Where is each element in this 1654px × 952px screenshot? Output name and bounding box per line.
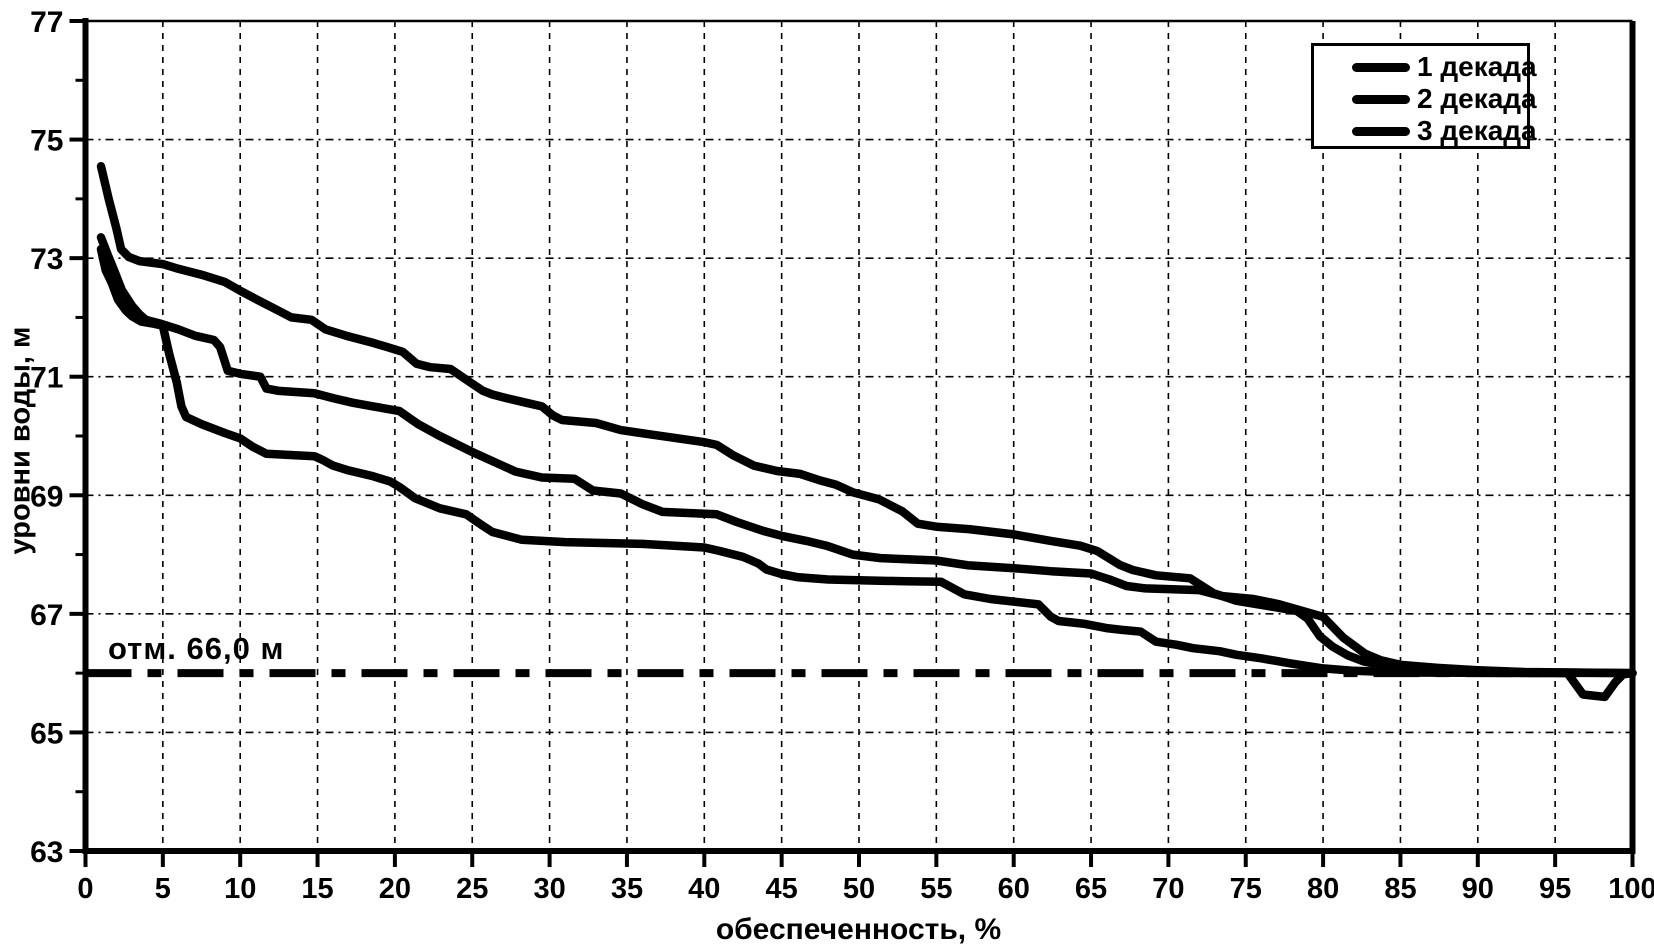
- legend-swatch-line-icon: [1352, 62, 1410, 72]
- curve-1: [96, 162, 1637, 678]
- svg-text:65: 65: [1075, 873, 1107, 905]
- svg-text:45: 45: [766, 873, 798, 905]
- legend-swatch-line-icon: [1352, 126, 1410, 136]
- svg-text:80: 80: [1307, 873, 1339, 905]
- svg-text:63: 63: [30, 836, 63, 869]
- legend-item-1: 1 декада: [1352, 51, 1537, 83]
- legend-label: 1 декада: [1417, 51, 1537, 82]
- legend-rows: 1 декада 2 декада 3 декада: [1352, 51, 1537, 147]
- svg-text:0: 0: [77, 873, 93, 905]
- svg-text:75: 75: [30, 125, 63, 158]
- svg-text:70: 70: [1152, 873, 1184, 905]
- svg-text:85: 85: [1384, 873, 1416, 905]
- svg-text:35: 35: [611, 873, 643, 905]
- svg-text:30: 30: [533, 873, 565, 905]
- plot-frame: [82, 18, 1636, 854]
- svg-text:75: 75: [1230, 873, 1262, 905]
- svg-text:71: 71: [30, 362, 63, 395]
- y-tick-labels: 63 65 67 69 71 73 75 77: [30, 6, 63, 869]
- legend-item-2: 2 декада: [1352, 83, 1537, 115]
- svg-text:77: 77: [30, 6, 63, 39]
- svg-text:100: 100: [1608, 873, 1654, 905]
- svg-text:73: 73: [30, 243, 63, 276]
- svg-text:40: 40: [688, 873, 720, 905]
- svg-text:90: 90: [1462, 873, 1494, 905]
- svg-text:69: 69: [30, 480, 63, 513]
- legend-item-3: 3 декада: [1352, 115, 1537, 147]
- svg-text:50: 50: [843, 873, 875, 905]
- svg-text:10: 10: [224, 873, 256, 905]
- reference-line-label: отм. 66,0 м: [108, 631, 285, 666]
- x-tick-labels: 0 5 10 15 20 25 30 35 40 45 50 55 60 65 70 75 80 85 90 95 10…: [77, 873, 1654, 905]
- axis-ticks: [69, 19, 1635, 867]
- legend-swatch-line-icon: [1352, 94, 1410, 104]
- legend-label: 2 декада: [1417, 83, 1537, 114]
- svg-text:5: 5: [155, 873, 171, 905]
- x-axis-title: обеспеченность, %: [715, 913, 1002, 946]
- svg-text:60: 60: [998, 873, 1030, 905]
- curve-3: [96, 244, 1637, 702]
- svg-text:65: 65: [30, 717, 63, 750]
- legend: 1 декада 2 декада 3 декада: [1311, 43, 1537, 149]
- svg-text:25: 25: [456, 873, 488, 905]
- legend-label: 3 декада: [1417, 115, 1537, 146]
- svg-text:55: 55: [920, 873, 952, 905]
- svg-text:67: 67: [30, 599, 63, 632]
- svg-text:95: 95: [1539, 873, 1571, 905]
- y-axis-title: уровни воды, м: [4, 326, 37, 555]
- curve-2: [96, 233, 1637, 678]
- svg-text:15: 15: [301, 873, 333, 905]
- svg-text:20: 20: [379, 873, 411, 905]
